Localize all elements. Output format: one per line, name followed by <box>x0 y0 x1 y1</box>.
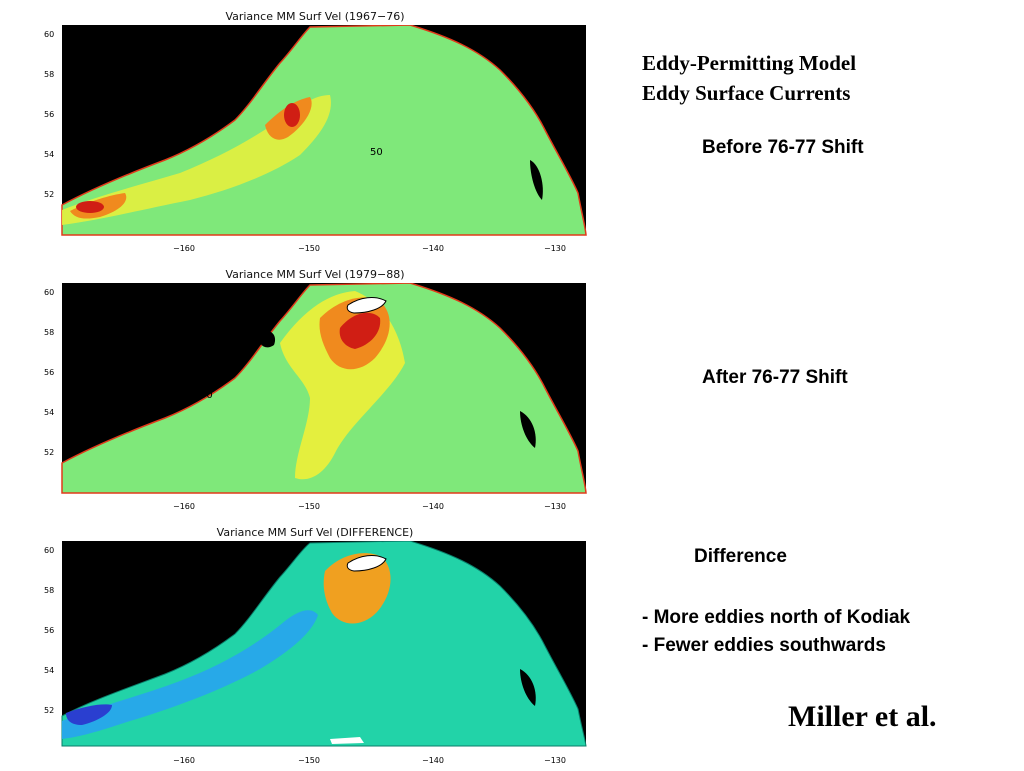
x-tick--160: −160 <box>173 244 195 253</box>
x-tick--150: −150 <box>298 502 320 511</box>
x-axis-ticks: −160 −150 −140 −130 <box>173 756 566 765</box>
coastline-island <box>259 330 276 348</box>
y-tick-54: 54 <box>44 150 54 159</box>
label-before-shift: Before 76-77 Shift <box>702 137 864 158</box>
x-axis-ticks: −160 −150 −140 −130 <box>173 244 566 253</box>
contour-map: 60 58 56 54 52 −160 −150 −140 −130 <box>44 541 587 765</box>
x-tick--140: −140 <box>422 502 444 511</box>
y-tick-56: 56 <box>44 626 54 635</box>
x-axis-ticks: −160 −150 −140 −130 <box>173 502 566 511</box>
y-axis-ticks: 60 58 56 54 52 <box>44 288 54 457</box>
contour-map: 60 58 56 54 52 50 −160 −150 −140 −130 <box>44 25 587 253</box>
y-tick-52: 52 <box>44 448 54 457</box>
y-tick-54: 54 <box>44 408 54 417</box>
x-tick--130: −130 <box>544 756 566 765</box>
y-tick-60: 60 <box>44 546 54 555</box>
coastline-inlet <box>520 669 536 706</box>
contour-band-mid <box>62 95 331 225</box>
contour-band-low <box>62 610 318 739</box>
y-tick-52: 52 <box>44 190 54 199</box>
y-tick-60: 60 <box>44 30 54 39</box>
y-axis-ticks: 60 58 56 54 52 <box>44 546 54 715</box>
contour-band-high <box>323 553 391 624</box>
heading-line-1: Eddy-Permitting Model <box>642 51 857 75</box>
contour-peak <box>339 312 381 349</box>
y-tick-52: 52 <box>44 706 54 715</box>
y-tick-54: 54 <box>44 666 54 675</box>
contour-peak-white <box>346 297 387 314</box>
x-tick--140: −140 <box>422 756 444 765</box>
contour-peak-2 <box>284 103 300 127</box>
x-tick--150: −150 <box>298 244 320 253</box>
panel-title: Variance MM Surf Vel (1967−76) <box>225 10 405 23</box>
contour-peak <box>76 201 104 213</box>
y-tick-60: 60 <box>44 288 54 297</box>
finding-item: - More eddies north of Kodiak <box>642 607 911 628</box>
findings-list: - More eddies north of Kodiak - Fewer ed… <box>642 604 910 660</box>
x-tick--160: −160 <box>173 756 195 765</box>
contour-peak-white <box>346 555 387 572</box>
author-credit: Miller et al. <box>788 700 937 733</box>
heading-line-2: Eddy Surface Currents <box>642 81 851 105</box>
white-strip <box>330 737 364 744</box>
map-panel-before: Variance MM Surf Vel (1967−76) 60 58 56 … <box>30 10 600 260</box>
y-tick-58: 58 <box>44 328 54 337</box>
contour-label: 50 <box>370 147 383 158</box>
contour-label: 50 <box>200 390 213 401</box>
map-panel-after: Variance MM Surf Vel (1979−88) 60 58 56 … <box>30 268 600 518</box>
label-difference: Difference <box>694 546 787 567</box>
y-tick-56: 56 <box>44 368 54 377</box>
contour-map: 60 58 56 54 52 50 −160 −150 −140 −130 <box>44 283 587 511</box>
y-tick-58: 58 <box>44 586 54 595</box>
coastline-inlet <box>530 160 543 200</box>
panel-title: Variance MM Surf Vel (1979−88) <box>225 268 405 281</box>
x-tick--150: −150 <box>298 756 320 765</box>
label-after-shift: After 76-77 Shift <box>702 367 848 388</box>
y-tick-56: 56 <box>44 110 54 119</box>
y-tick-58: 58 <box>44 70 54 79</box>
panel-title: Variance MM Surf Vel (DIFFERENCE) <box>216 526 414 539</box>
map-panel-difference: Variance MM Surf Vel (DIFFERENCE) 60 58 … <box>30 526 600 768</box>
x-tick--140: −140 <box>422 244 444 253</box>
coastline-inlet <box>520 411 536 448</box>
finding-item: - Fewer eddies southwards <box>642 635 886 656</box>
x-tick--130: −130 <box>544 244 566 253</box>
x-tick--160: −160 <box>173 502 195 511</box>
y-axis-ticks: 60 58 56 54 52 <box>44 30 54 199</box>
contour-band-lowest <box>66 704 112 725</box>
x-tick--130: −130 <box>544 502 566 511</box>
